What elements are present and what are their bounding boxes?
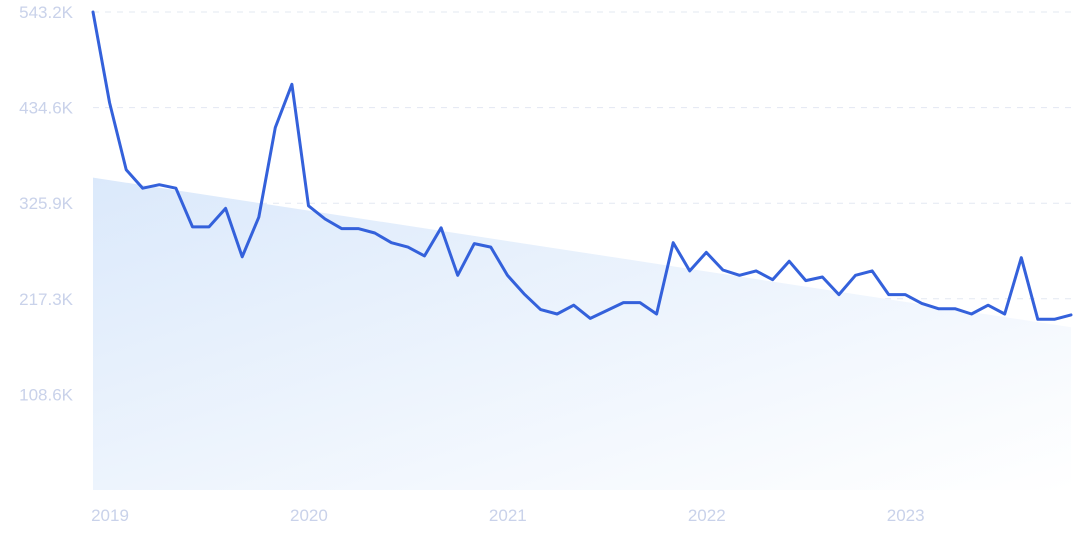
x-tick-label: 2020: [290, 506, 328, 525]
y-axis: 108.6K 217.3K 325.9K 434.6K 543.2K: [19, 3, 74, 404]
x-axis: 2019 2020 2021 2022 2023: [91, 506, 924, 525]
x-tick-label: 2022: [688, 506, 726, 525]
y-tick-label: 543.2K: [19, 3, 74, 22]
trend-area-layer: [93, 177, 1071, 490]
x-tick-label: 2021: [489, 506, 527, 525]
y-tick-label: 217.3K: [19, 290, 74, 309]
series-line: [91, 10, 1073, 321]
y-tick-label: 434.6K: [19, 99, 74, 118]
x-tick-label: 2023: [887, 506, 925, 525]
trend-area: [93, 177, 1071, 490]
x-tick-label: 2019: [91, 506, 129, 525]
y-tick-label: 108.6K: [19, 385, 74, 404]
series-line-layer: [91, 10, 1073, 321]
y-tick-label: 325.9K: [19, 194, 74, 213]
